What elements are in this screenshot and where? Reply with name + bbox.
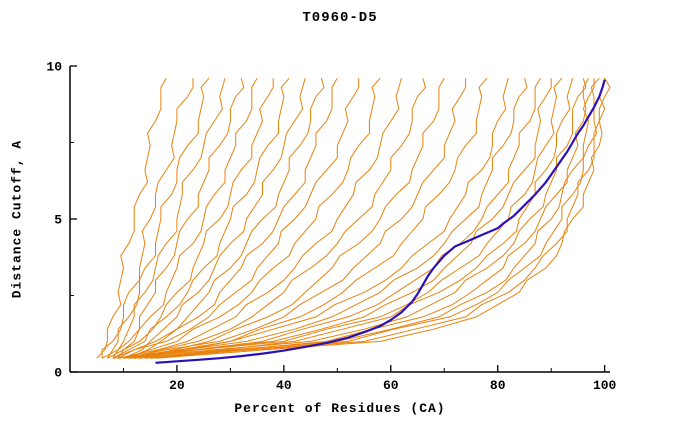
model-curve: [101, 78, 226, 359]
model-curve: [112, 78, 360, 359]
model-curve: [117, 78, 402, 359]
model-curve: [123, 78, 467, 359]
highlighted-model-curve: [155, 79, 606, 364]
model-curve: [123, 77, 541, 359]
model-curve: [134, 78, 595, 359]
model-curve: [112, 78, 245, 359]
x-axis-label: Percent of Residues (CA): [234, 401, 446, 416]
model-curve: [123, 78, 306, 359]
model-curve: [150, 77, 600, 359]
y-tick-label: 10: [46, 60, 62, 75]
model-curve: [128, 78, 528, 359]
model-curve: [96, 77, 167, 359]
x-tick-label: 80: [490, 378, 506, 393]
model-curve: [106, 77, 210, 359]
y-tick-label: 5: [54, 213, 62, 228]
model-curve: [134, 77, 445, 359]
y-tick-label: 0: [54, 366, 62, 381]
model-curve: [139, 78, 574, 359]
model-curve: [107, 77, 258, 359]
model-curve: [128, 78, 606, 359]
model-curve: [128, 77, 338, 359]
model-curve: [123, 78, 587, 359]
model-curve: [123, 77, 381, 359]
model-curve: [139, 77, 488, 359]
y-axis-label: Distance Cutoff, A: [9, 139, 25, 299]
model-curve: [128, 78, 427, 359]
x-tick-label: 100: [593, 378, 617, 393]
model-curve: [155, 77, 611, 359]
model-curve: [117, 78, 325, 359]
model-curve: [118, 78, 509, 359]
model-curve: [112, 77, 290, 359]
model-curve: [117, 78, 274, 359]
model-curve: [134, 78, 552, 359]
model-curve: [144, 77, 590, 359]
model-curve: [101, 78, 194, 359]
x-tick-label: 60: [383, 378, 399, 393]
chart-title: T0960-D5: [302, 10, 378, 26]
x-tick-label: 20: [169, 378, 185, 393]
x-tick-label: 40: [276, 378, 292, 393]
